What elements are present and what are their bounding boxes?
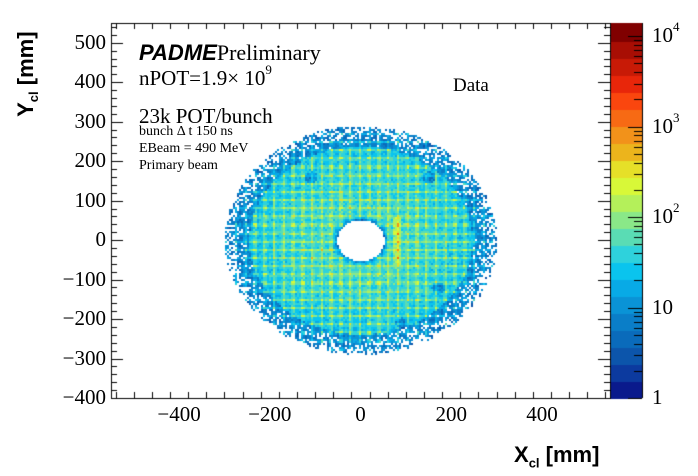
y-axis-sub: cl — [26, 91, 42, 103]
beam-type-label: Primary beam — [139, 158, 218, 173]
y-tick-label: −300 — [62, 345, 106, 370]
y-axis-var: Y — [12, 102, 38, 117]
x-axis-unit: [mm] — [545, 442, 600, 467]
z-tick-label: 102 — [652, 200, 680, 229]
x-axis-sub: cl — [528, 455, 540, 471]
x-tick-label: 200 — [435, 402, 467, 426]
x-tick-label: 0 — [355, 402, 366, 426]
y-tick-label: 300 — [74, 108, 107, 133]
preliminary-label: Preliminary — [216, 40, 321, 65]
z-tick-exponent: 4 — [673, 19, 680, 35]
y-axis-unit: [mm] — [12, 31, 38, 86]
z-tick-label: 10 — [652, 294, 673, 319]
y-tick-label: 100 — [74, 187, 107, 212]
bunch-dt-label: bunch Δ t 150 ns — [139, 124, 233, 139]
npot-label: nPOT=1.9× 109 — [139, 62, 272, 91]
x-tick-label: −400 — [157, 402, 201, 426]
y-tick-label: −100 — [62, 266, 106, 291]
z-tick-label: 104 — [652, 19, 680, 48]
ebeam-label: EBeam = 490 MeV — [139, 141, 249, 156]
y-tick-label: 0 — [95, 227, 107, 252]
dataset-label: Data — [453, 75, 489, 96]
y-tick-label: −400 — [62, 385, 106, 409]
npot-value: nPOT=1.9× 10 — [139, 66, 266, 90]
x-axis-var: X — [514, 442, 529, 467]
z-tick-exponent: 2 — [673, 200, 680, 216]
x-axis-title: Xcl [mm] — [514, 442, 599, 470]
y-axis-title: Ycl [mm] — [13, 9, 41, 139]
y-tick-label: 200 — [74, 148, 107, 173]
y-tick-label: −200 — [62, 306, 106, 331]
pot-per-bunch-label: 23k POT/bunch — [139, 104, 273, 128]
z-tick-exponent: 3 — [673, 109, 680, 125]
experiment-label-row: PADMEPreliminary — [139, 40, 321, 66]
x-tick-label: 400 — [526, 402, 558, 426]
z-tick-label: 1 — [652, 385, 663, 409]
y-tick-label: 500 — [74, 29, 107, 54]
experiment-name: PADME — [139, 40, 217, 65]
z-tick-label: 103 — [652, 109, 680, 138]
npot-exponent: 9 — [265, 62, 272, 77]
x-tick-label: −200 — [248, 402, 292, 426]
y-tick-label: 400 — [74, 69, 107, 94]
